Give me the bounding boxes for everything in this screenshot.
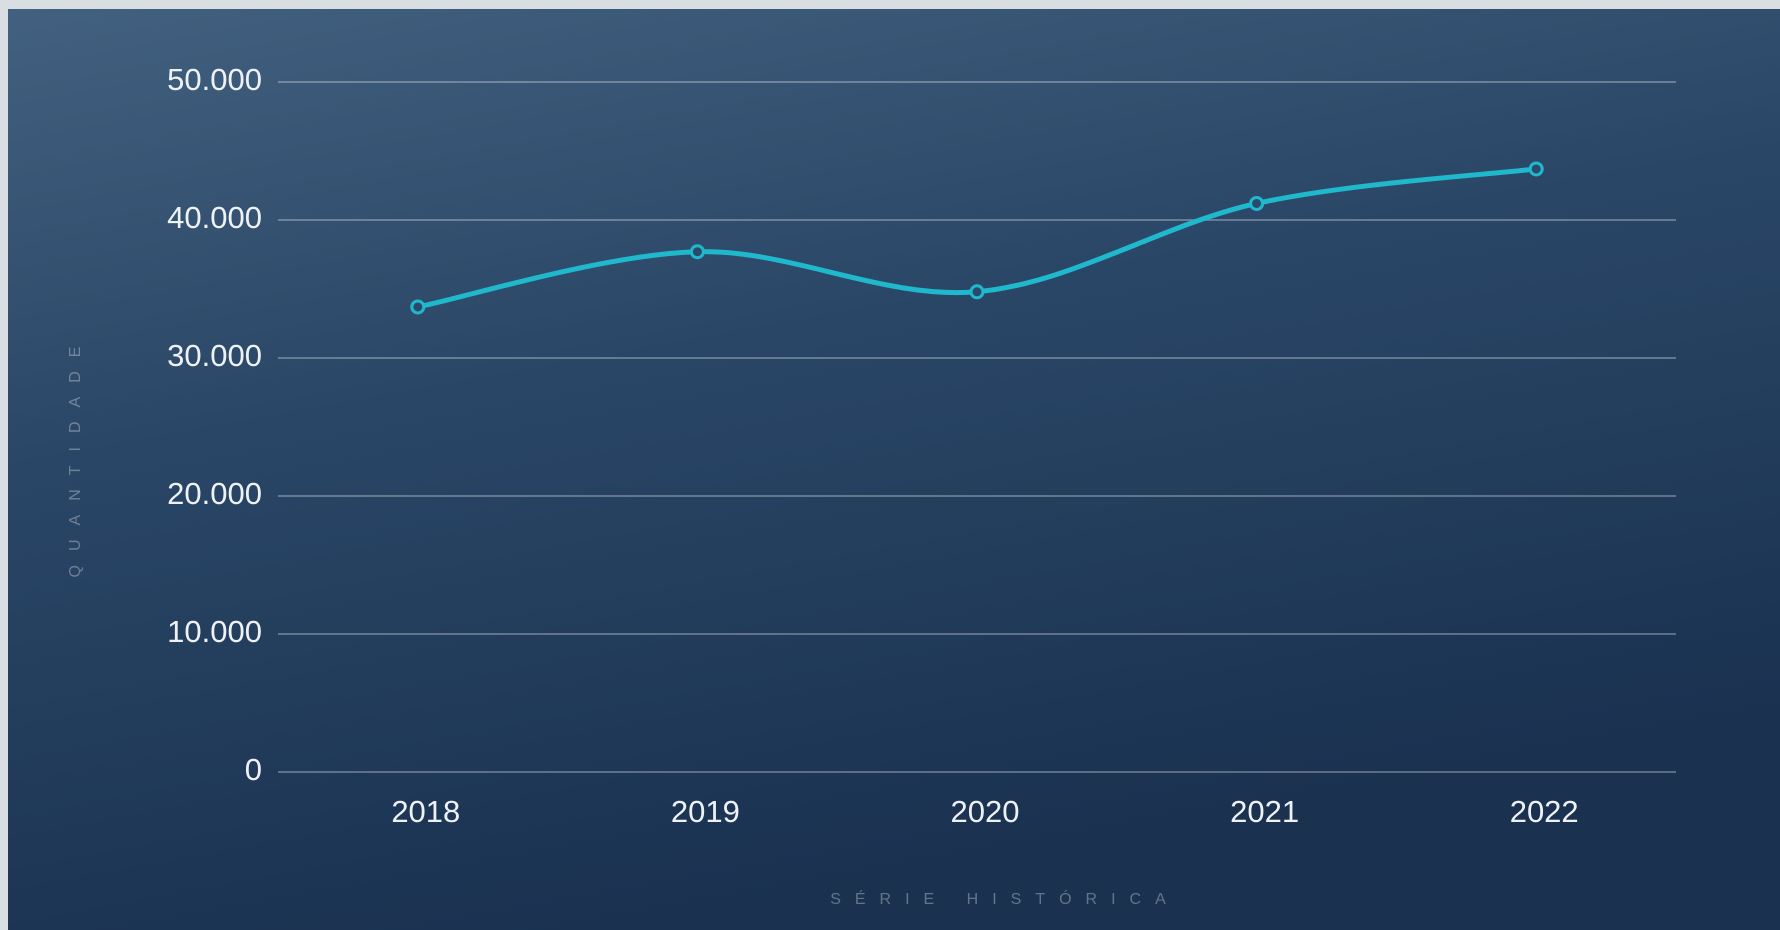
x-tick-label: 2018 (391, 794, 460, 829)
x-axis-title: SÉRIE HISTÓRICA (830, 889, 1180, 908)
y-tick-label: 0 (245, 752, 262, 787)
y-tick-label: 30.000 (167, 338, 262, 373)
data-point (1528, 161, 1544, 177)
x-tick-label: 2019 (671, 794, 740, 829)
x-tick-label: 2022 (1510, 794, 1579, 829)
data-point (969, 284, 985, 300)
x-tick-label: 2020 (951, 794, 1020, 829)
data-point (689, 244, 705, 260)
x-tick-label: 2021 (1230, 794, 1299, 829)
data-point (1249, 195, 1265, 211)
y-tick-label: 10.000 (167, 614, 262, 649)
y-tick-label: 40.000 (167, 200, 262, 235)
y-tick-label: 20.000 (167, 476, 262, 511)
y-axis-title: QUANTIDADE (67, 333, 84, 578)
data-point (410, 299, 426, 315)
y-tick-label: 50.000 (167, 62, 262, 97)
chart-background (8, 9, 1780, 930)
